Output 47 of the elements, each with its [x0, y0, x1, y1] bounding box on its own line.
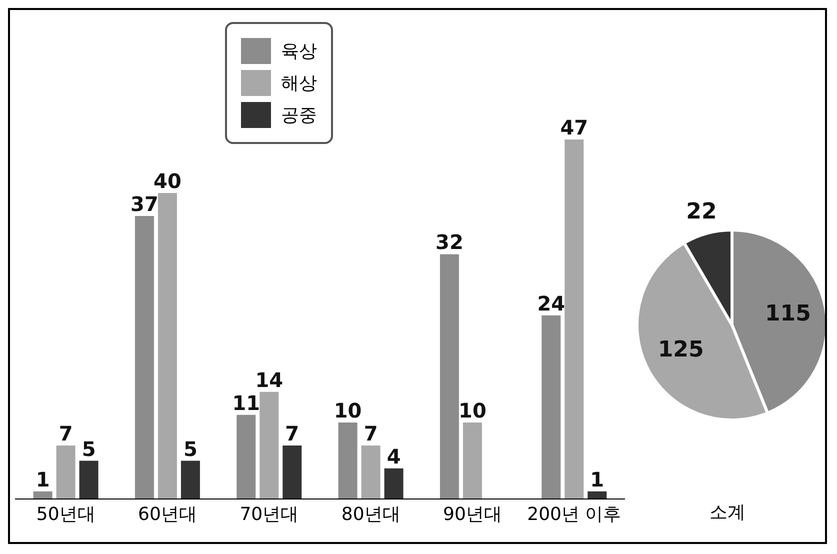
x-tick-label: 80년대 [341, 504, 400, 525]
bar [33, 491, 52, 499]
data-label: 7 [364, 421, 378, 446]
data-label: 10 [458, 398, 486, 422]
bar [56, 445, 76, 499]
data-label: 37 [130, 192, 158, 216]
data-label: 22 [686, 200, 717, 225]
bar [361, 445, 380, 499]
bar [440, 254, 459, 499]
bar [542, 315, 561, 499]
legend-label: 육상 [281, 40, 317, 63]
data-label: 14 [255, 368, 284, 392]
x-tick-label: 90년대 [443, 504, 502, 525]
x-tick-label: 200년 이후 [527, 504, 622, 525]
bar [384, 468, 404, 499]
x-tick-label: 60년대 [138, 504, 197, 525]
data-label: 7 [285, 421, 300, 446]
bar [564, 139, 584, 499]
bar [79, 460, 98, 499]
data-label: 1 [36, 467, 50, 492]
bar [282, 445, 302, 499]
bar [134, 216, 154, 499]
data-label: 5 [82, 436, 96, 461]
data-label: 4 [386, 444, 401, 468]
data-label: 5 [184, 436, 198, 461]
data-label: 10 [334, 398, 362, 422]
data-label: 24 [537, 291, 566, 316]
bar [338, 422, 358, 499]
legend-label: 공중 [281, 104, 317, 127]
data-label: 125 [658, 338, 704, 363]
bar [180, 460, 200, 499]
data-label: 7 [58, 421, 73, 446]
x-tick-label: 70년대 [240, 504, 299, 525]
data-label: 115 [764, 302, 811, 327]
bar [236, 414, 256, 499]
x-tick-label: 50년대 [36, 504, 96, 525]
data-label: 1 [590, 467, 604, 492]
bar [158, 193, 177, 499]
data-label: 40 [154, 169, 182, 193]
bar [260, 392, 279, 499]
text: 소계 [710, 501, 746, 524]
data-label: 47 [560, 115, 588, 140]
legend-label: 해상 [281, 72, 317, 95]
data-label: 11 [232, 390, 260, 415]
bar [462, 422, 482, 499]
bar [588, 491, 607, 499]
data-label: 32 [436, 230, 464, 254]
